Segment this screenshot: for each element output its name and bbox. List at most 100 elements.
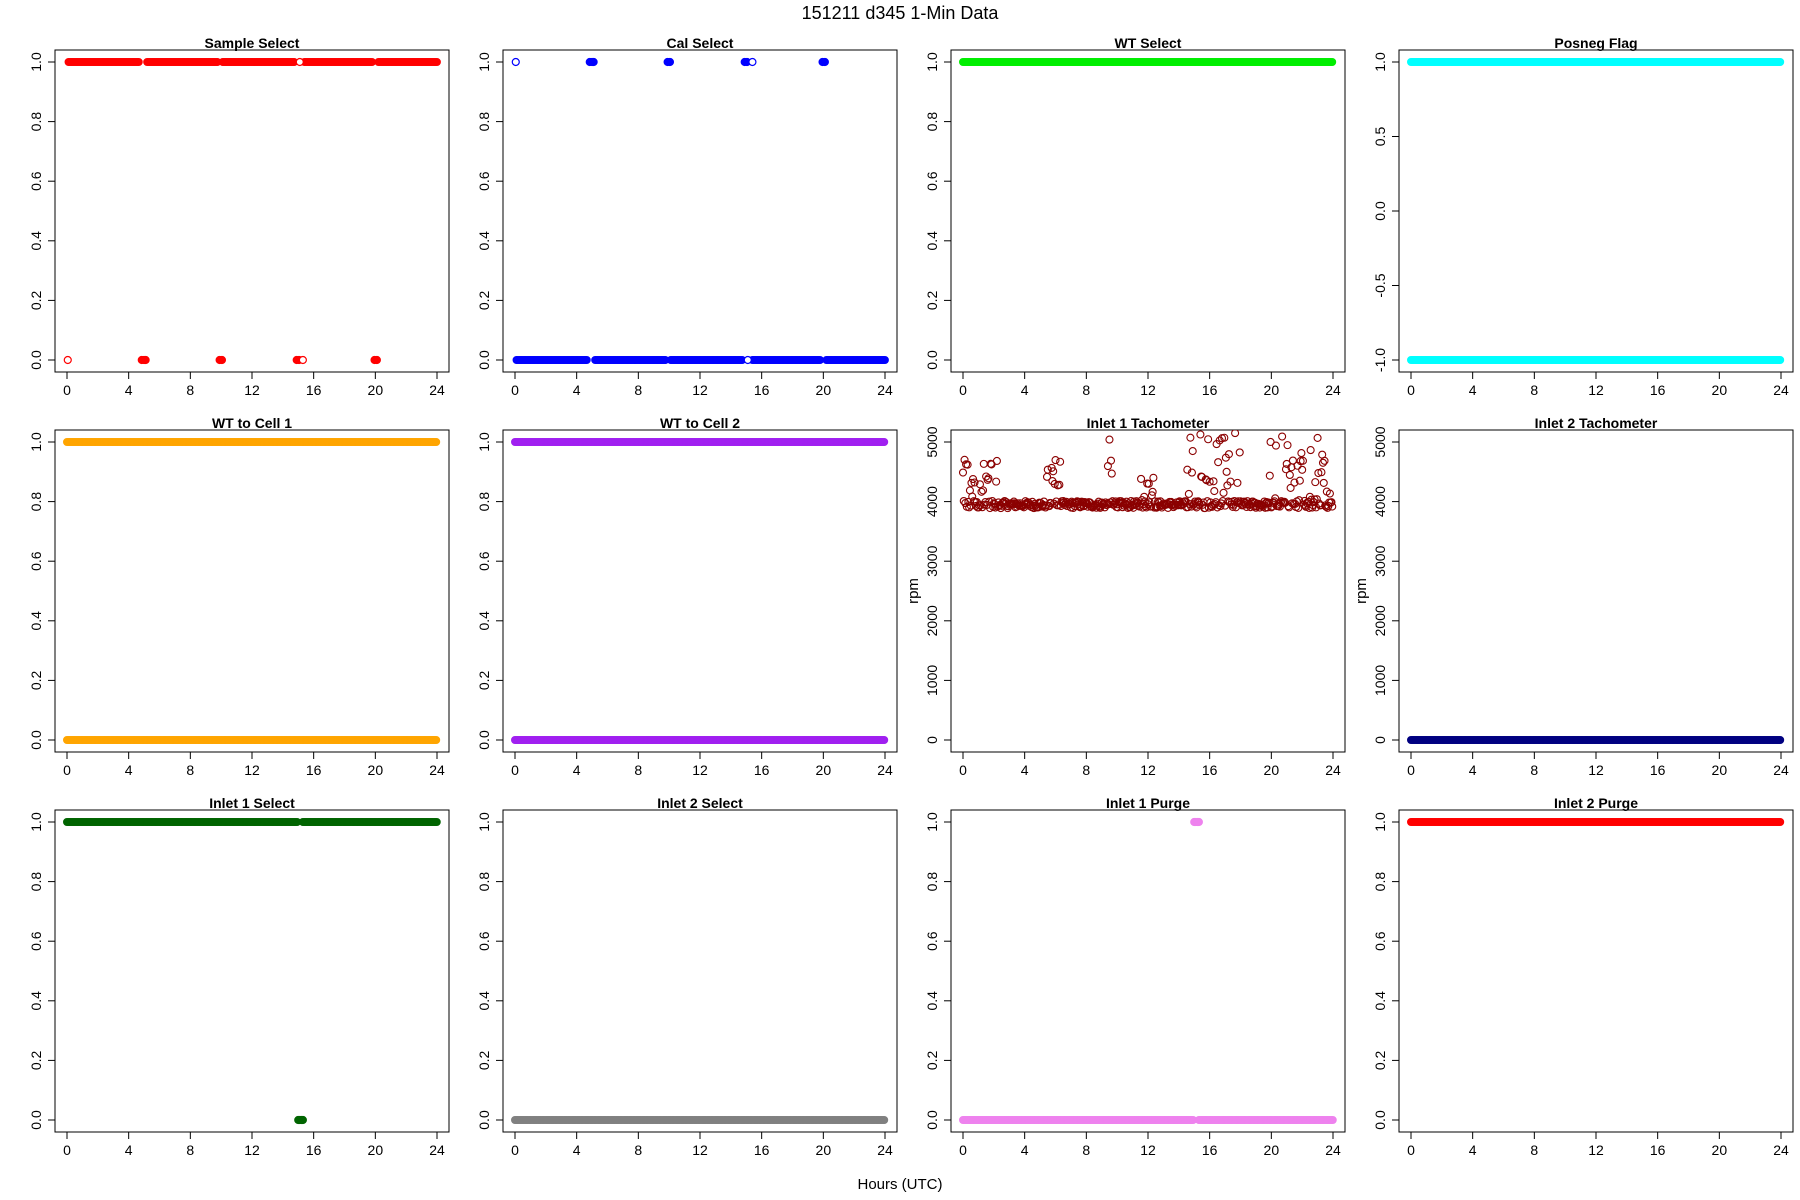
y-axis-title: rpm — [905, 578, 922, 604]
y-tick-label: 0.8 — [28, 112, 44, 132]
figure-title: 151211 d345 1-Min Data — [802, 3, 1000, 23]
x-tick-label: 24 — [1325, 382, 1341, 398]
y-tick-label: 0.6 — [28, 171, 44, 191]
x-tick-label: 16 — [1202, 382, 1218, 398]
y-tick-label: 1.0 — [476, 52, 492, 72]
data-point — [978, 486, 988, 495]
data-point — [1283, 441, 1292, 450]
y-tick-label: 0.4 — [1372, 991, 1388, 1011]
y-tick-label: 0.0 — [28, 730, 44, 750]
y-tick-label: 0.8 — [476, 492, 492, 512]
y-tick-label: 0.6 — [924, 931, 940, 951]
x-tick-label: 4 — [1469, 762, 1477, 778]
data-point — [880, 1116, 889, 1124]
panel-title: WT to Cell 1 — [212, 415, 292, 431]
x-tick-label: 0 — [511, 1142, 519, 1158]
data-point — [992, 477, 1001, 486]
data-point — [1224, 450, 1233, 459]
x-tick-label: 4 — [573, 382, 581, 398]
x-tick-label: 16 — [306, 1142, 322, 1158]
y-tick-label: 2000 — [1372, 605, 1388, 636]
data-point — [1320, 456, 1329, 465]
x-tick-label: 0 — [511, 382, 519, 398]
x-tick-label: 8 — [186, 762, 194, 778]
y-tick-label: 1.0 — [28, 812, 44, 832]
y-tick-label: 0.2 — [28, 670, 44, 690]
x-tick-label: 16 — [306, 762, 322, 778]
data-point — [1327, 498, 1336, 507]
data-points — [1407, 818, 1785, 826]
data-point — [589, 57, 598, 67]
data-point — [1328, 58, 1337, 66]
data-point — [1148, 487, 1157, 496]
x-tick-label: 24 — [1325, 1142, 1341, 1158]
y-tick-label: 0.8 — [476, 872, 492, 892]
y-tick-label: 0.6 — [476, 931, 492, 951]
x-tick-label: 12 — [1588, 382, 1604, 398]
data-point — [880, 356, 889, 364]
data-point — [1056, 457, 1065, 466]
panel-title: Inlet 1 Tachometer — [1087, 415, 1210, 431]
x-tick-label: 8 — [186, 382, 194, 398]
x-tick-label: 0 — [63, 382, 71, 398]
data-point — [1049, 467, 1058, 476]
data-point — [880, 438, 889, 446]
data-point — [743, 355, 752, 365]
x-tick-label: 16 — [1202, 1142, 1218, 1158]
plot-frame — [54, 809, 450, 1133]
y-tick-label: 3000 — [924, 545, 940, 576]
x-tick-label: 20 — [816, 1142, 832, 1158]
y-axis-title: rpm — [1353, 578, 1370, 604]
y-tick-label: 0.2 — [1372, 1050, 1388, 1070]
x-tick-label: 4 — [125, 762, 133, 778]
y-tick-label: 0.4 — [28, 991, 44, 1011]
y-tick-label: 0.5 — [1372, 127, 1388, 147]
data-point — [1316, 501, 1325, 510]
data-points — [63, 818, 441, 1125]
x-tick-label: 4 — [1469, 382, 1477, 398]
x-tick-label: 20 — [1712, 1142, 1728, 1158]
data-point — [1209, 477, 1218, 486]
data-point — [1290, 478, 1299, 487]
data-points — [958, 430, 1337, 513]
data-point — [1194, 817, 1203, 827]
plot-frame — [950, 809, 1346, 1133]
panel-4: WT to Cell 10 4 8 12 16 20 240.00.20.40.60.81.… — [28, 415, 450, 778]
panel-title: Inlet 1 Purge — [1106, 795, 1190, 811]
y-tick-label: 1000 — [924, 665, 940, 696]
x-tick-label: 24 — [1773, 762, 1789, 778]
y-tick-label: 0 — [1372, 736, 1388, 744]
data-point — [1186, 433, 1195, 442]
data-points — [959, 817, 1337, 1124]
data-point — [1145, 498, 1154, 507]
y-tick-label: 0.8 — [1372, 872, 1388, 892]
x-tick-label: 4 — [573, 1142, 581, 1158]
y-tick-label: 0.8 — [28, 492, 44, 512]
data-point — [1271, 441, 1281, 450]
x-tick-label: 8 — [1530, 762, 1538, 778]
data-point — [1043, 465, 1052, 474]
data-point — [967, 478, 976, 487]
x-tick-label: 16 — [1650, 762, 1666, 778]
data-point — [1277, 497, 1286, 506]
data-point — [1235, 448, 1244, 457]
y-tick-label: 5000 — [924, 426, 940, 457]
y-tick-label: 0.0 — [1372, 201, 1388, 221]
panel-title: Cal Select — [667, 35, 734, 51]
data-point — [1231, 430, 1240, 438]
data-point — [432, 818, 441, 826]
x-tick-label: 24 — [429, 382, 445, 398]
x-tick-label: 4 — [125, 382, 133, 398]
x-tick-label: 8 — [634, 762, 642, 778]
data-point — [1328, 502, 1337, 511]
y-tick-label: 0.8 — [476, 112, 492, 132]
data-point — [1187, 468, 1196, 477]
plot-frame — [502, 809, 898, 1133]
data-point — [1776, 736, 1785, 744]
plot-frame — [502, 429, 898, 753]
x-tick-label: 4 — [573, 762, 581, 778]
data-point — [1233, 478, 1242, 487]
data-point — [1295, 476, 1304, 485]
x-tick-label: 12 — [1140, 762, 1156, 778]
